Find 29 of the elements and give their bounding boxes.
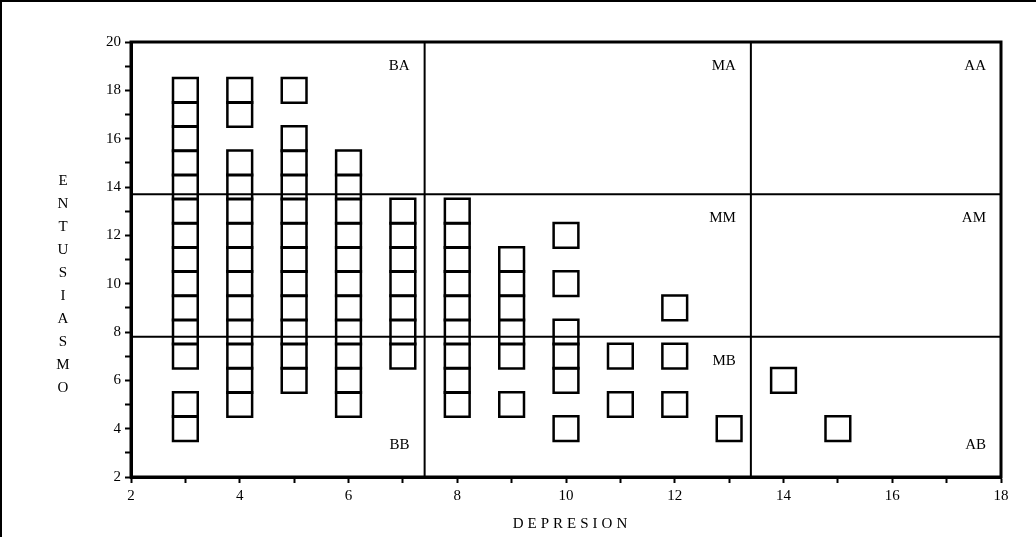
y-tick-label: 16 — [106, 129, 122, 146]
annotation: MM — [709, 209, 736, 226]
y-tick-label: 10 — [106, 274, 121, 291]
y-axis-title: ENTUSIASMO — [54, 172, 71, 402]
x-tick-label: 2 — [127, 486, 135, 503]
annotation: BA — [388, 56, 410, 73]
x-tick-label: 10 — [558, 486, 574, 503]
annotation: AA — [964, 56, 987, 73]
y-tick-label: 20 — [106, 32, 121, 49]
x-tick-label: 6 — [344, 486, 353, 503]
x-tick-label: 8 — [453, 486, 461, 503]
x-tick-label: 16 — [884, 486, 901, 503]
x-tick-label: 18 — [993, 486, 1009, 503]
annotation: AM — [961, 209, 986, 226]
y-tick-label: 12 — [106, 226, 121, 243]
y-tick-label: 4 — [113, 419, 122, 436]
y-tick-label: 18 — [106, 81, 121, 98]
x-tick-label: 14 — [776, 486, 792, 503]
annotation: AB — [965, 435, 986, 452]
x-tick-label: 12 — [667, 486, 683, 503]
y-tick-label: 2 — [113, 467, 121, 484]
annotation: MA — [711, 56, 737, 73]
y-tick-label: 6 — [113, 371, 122, 388]
y-tick-label: 8 — [113, 322, 121, 339]
annotation: MB — [712, 351, 736, 368]
y-tick-label: 14 — [106, 177, 122, 194]
annotation: BB — [389, 435, 410, 452]
x-axis-title: DEPRESION — [511, 515, 633, 532]
x-tick-label: 4 — [236, 486, 244, 503]
